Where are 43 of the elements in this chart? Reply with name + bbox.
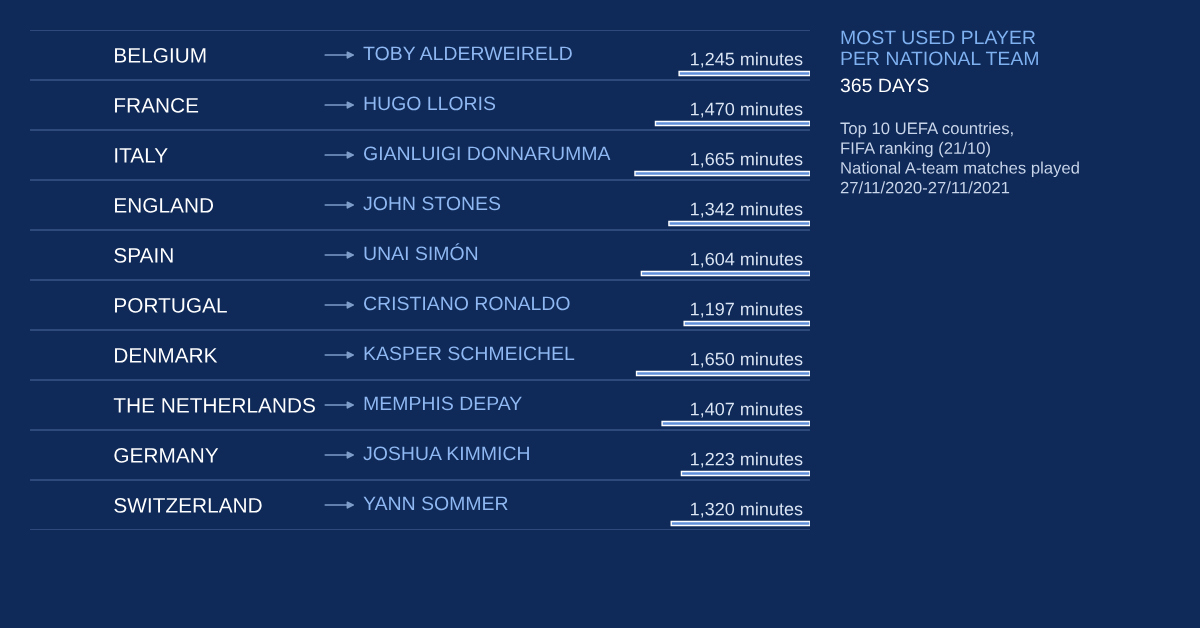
y-tick-label: THE NETHERLANDS	[113, 398, 315, 413]
bar	[634, 170, 810, 177]
y-tick-label: SWITZERLAND	[114, 498, 262, 513]
y-tick-label: FRANCE	[115, 98, 199, 113]
text: 365 DAYS	[840, 78, 929, 93]
y-tick-label: ENGLAND	[115, 198, 214, 213]
data-label: 1,245 minutes	[691, 52, 803, 68]
bar	[678, 70, 810, 77]
y-tick-label: GERMANY	[114, 448, 219, 463]
annotation: UNAI SIMÓN	[364, 243, 478, 261]
annotation: HUGO LLORIS	[364, 96, 496, 111]
annotation: JOSHUA KIMMICH	[363, 446, 529, 461]
bar	[683, 320, 810, 327]
y-tick-label: PORTUGAL	[115, 298, 227, 313]
data-label: 1,470 minutes	[691, 102, 803, 118]
annotation: YANN SOMMER	[363, 496, 508, 511]
text: Top 10 UEFA countries, FIFA ranking (21/10) National A-team matches played 27/11/2020-27/11/2021	[840, 122, 1079, 194]
y-tick-label: SPAIN	[114, 248, 173, 263]
bar	[680, 470, 810, 477]
data-label: 1,650 minutes	[691, 352, 803, 368]
data-label: 1,407 minutes	[691, 402, 803, 418]
annotation: CRISTIANO RONALDO	[364, 296, 570, 311]
bar	[668, 220, 810, 227]
bar	[670, 520, 810, 527]
y-tick-label: DENMARK	[115, 348, 218, 363]
annotation: MEMPHIS DEPAY	[364, 396, 522, 411]
data-label: 1,223 minutes	[691, 452, 803, 468]
bar	[654, 120, 810, 127]
annotation: TOBY ALDERWEIRELD	[363, 46, 572, 61]
annotation: KASPER SCHMEICHEL	[364, 346, 575, 361]
bar	[640, 270, 810, 277]
y-tick-label: ITALY	[115, 148, 168, 163]
data-label: 1,320 minutes	[691, 502, 803, 518]
data-label: 1,604 minutes	[691, 252, 803, 268]
data-label: 1,665 minutes	[691, 152, 803, 168]
bar	[661, 420, 810, 427]
text: MOST USED PLAYER PER NATIONAL TEAM	[841, 30, 1038, 66]
y-tick-label: BELGIUM	[115, 48, 206, 63]
annotation: GIANLUIGI DONNARUMMA	[364, 146, 611, 161]
data-label: 1,197 minutes	[691, 302, 803, 318]
bar	[635, 370, 810, 377]
data-label: 1,342 minutes	[691, 202, 803, 218]
annotation: JOHN STONES	[363, 196, 501, 211]
